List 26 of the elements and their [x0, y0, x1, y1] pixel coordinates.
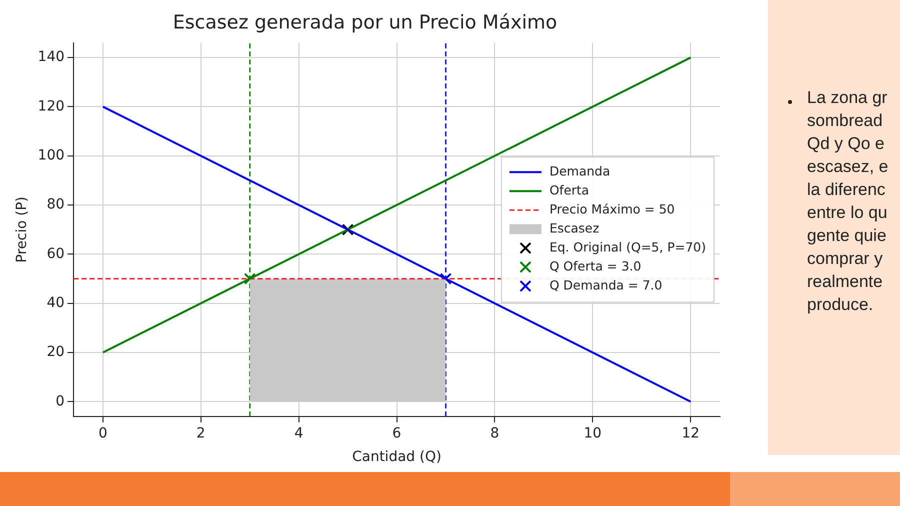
y-tick-label: 140	[38, 49, 65, 66]
legend-label: Precio Máximo = 50	[549, 201, 675, 216]
x-tick-label: 0	[98, 425, 108, 442]
legend-label: Q Demanda = 7.0	[549, 277, 662, 292]
x-tick-label: 10	[584, 425, 602, 442]
legend-label: Escasez	[549, 220, 600, 236]
legend-label: Eq. Original (Q=5, P=70)	[549, 239, 706, 254]
y-tick-label: 40	[46, 294, 65, 311]
x-tick-label: 6	[392, 425, 402, 442]
y-tick-label: 20	[46, 344, 65, 360]
legend-label: Oferta	[549, 182, 590, 198]
y-tick-label: 120	[38, 98, 65, 114]
x-tick-label: 12	[682, 425, 700, 442]
text: La zona gr sombread Qd y Qo e escasez, e la diferenc entre lo qu gente quie comprar y realmente produce.	[807, 88, 888, 314]
x-axis-title: Cantidad (Q)	[352, 449, 442, 466]
y-tick-label: 60	[46, 246, 65, 262]
legend-label: Demanda	[549, 163, 610, 178]
y-axis-title: Precio (P)	[14, 196, 30, 263]
chart-title: Escasez generada por un Precio Máximo	[172, 11, 558, 34]
x-tick-label: 8	[490, 425, 500, 442]
x-tick-label: 2	[196, 425, 206, 442]
y-tick-label: 0	[56, 393, 65, 410]
y-tick-label: 100	[38, 148, 65, 164]
y-tick-label: 80	[46, 196, 65, 213]
x-tick-label: 4	[294, 425, 304, 442]
legend-label: Q Oferta = 3.0	[549, 258, 642, 274]
